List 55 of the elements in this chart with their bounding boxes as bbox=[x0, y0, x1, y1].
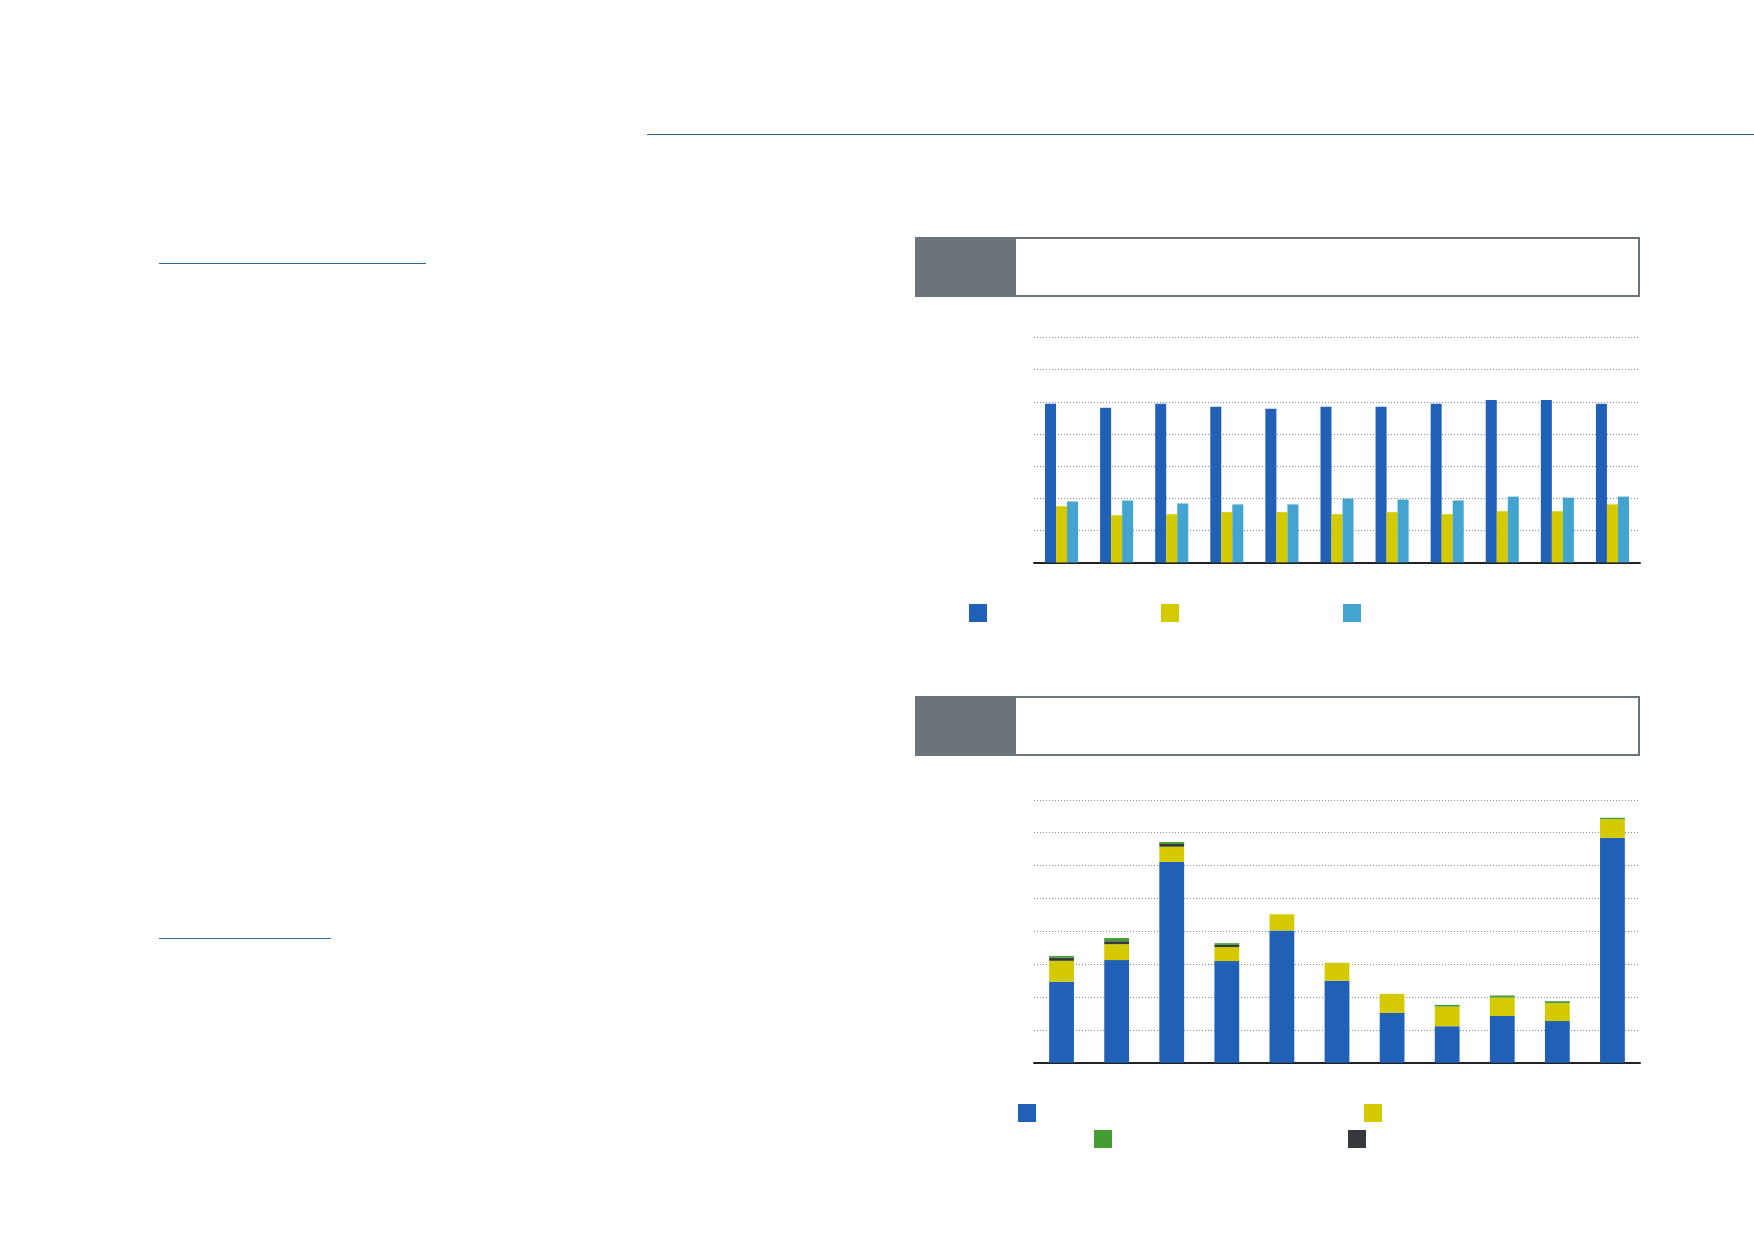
bar bbox=[1159, 861, 1185, 1063]
bar bbox=[1232, 504, 1244, 563]
bar bbox=[1049, 960, 1074, 982]
bar bbox=[1221, 512, 1233, 563]
bar bbox=[1287, 504, 1299, 563]
bar bbox=[1104, 944, 1130, 961]
bar bbox=[1056, 506, 1068, 563]
bar bbox=[1375, 406, 1387, 563]
bar bbox=[1214, 961, 1240, 1063]
bar bbox=[1441, 514, 1453, 563]
bar bbox=[1265, 408, 1277, 563]
bar bbox=[1617, 496, 1629, 563]
bar bbox=[1166, 514, 1178, 563]
bar bbox=[1342, 498, 1354, 563]
bar bbox=[1379, 993, 1405, 1013]
bar bbox=[1100, 407, 1112, 563]
bar bbox=[1434, 1026, 1460, 1063]
bar bbox=[1544, 1021, 1570, 1063]
bar bbox=[1324, 962, 1350, 981]
bar bbox=[1600, 837, 1625, 1063]
bar bbox=[1397, 499, 1409, 563]
bar bbox=[1177, 503, 1189, 563]
bar bbox=[1489, 997, 1515, 1016]
bar bbox=[1269, 930, 1295, 1063]
bar bbox=[1331, 514, 1343, 563]
bar bbox=[1489, 1015, 1515, 1063]
bar bbox=[1606, 504, 1618, 563]
bar bbox=[1379, 1012, 1405, 1063]
bar bbox=[1122, 500, 1134, 563]
bar bbox=[1507, 496, 1519, 563]
bar bbox=[1496, 511, 1508, 563]
bar bbox=[1600, 819, 1625, 838]
bar bbox=[1049, 981, 1074, 1063]
bar bbox=[1159, 846, 1185, 862]
bar bbox=[1214, 947, 1240, 962]
bar bbox=[1544, 1003, 1570, 1022]
bar bbox=[1434, 1006, 1460, 1027]
bar bbox=[1430, 403, 1442, 563]
bar bbox=[1595, 403, 1607, 563]
bar bbox=[1562, 497, 1574, 563]
bar bbox=[1320, 406, 1332, 563]
bar bbox=[1045, 403, 1057, 563]
bar bbox=[1276, 512, 1288, 563]
bar bbox=[1210, 406, 1222, 563]
bar bbox=[1551, 511, 1563, 563]
bar bbox=[1540, 399, 1552, 563]
bar bbox=[1324, 980, 1350, 1063]
bar bbox=[1269, 914, 1295, 931]
bar bbox=[1104, 960, 1130, 1063]
bar bbox=[1452, 500, 1464, 563]
bar bbox=[1155, 403, 1167, 563]
bar bbox=[1485, 399, 1497, 563]
bar bbox=[1386, 512, 1398, 563]
bar bbox=[1067, 501, 1079, 563]
bar bbox=[1111, 515, 1123, 563]
